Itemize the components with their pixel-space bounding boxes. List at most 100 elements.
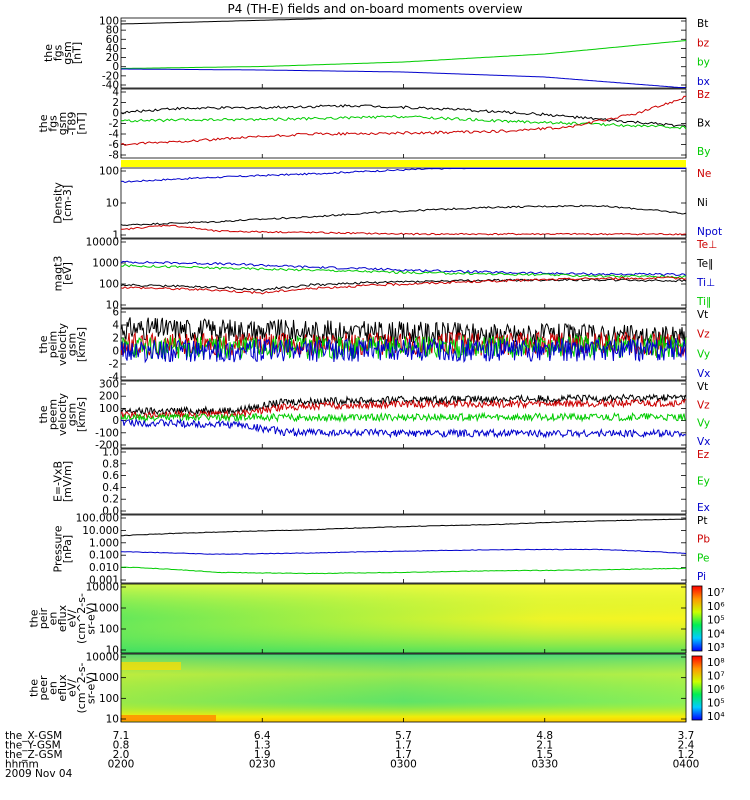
panel-frame [120,448,687,515]
ephemeris-row-name: the_Y-GSM [5,740,61,752]
ephemeris-row-name: the_X-GSM [5,730,62,742]
y-axis-label-line: [cm-3] [61,185,74,221]
y-axis-label-line: the [37,405,50,423]
series-line-Vy [120,411,687,423]
y-axis-label-line: gsm [56,112,69,135]
legend-entry: Vy [697,418,710,430]
ephemeris-value: 1.7 [395,749,412,761]
colorbar-tick-label: 10⁵ [707,698,725,710]
colorbar-tick-label: 10⁴ [707,628,725,640]
ephemeris-value: 4.8 [536,730,553,742]
legend-entry: Pe [697,552,709,564]
ephemeris-row-name: the_Z-GSM [5,749,63,761]
ephemeris-value: 6.4 [254,730,271,742]
y-axis-label-line: peer [37,675,50,701]
legend-entry: bz [697,37,710,49]
y-axis-label-line: Pressure [51,525,64,572]
date-label: 2009 Nov 04 [5,768,73,780]
yellow-status-bar [121,160,686,167]
y-axis-label-line: [nT] [70,42,83,64]
colorbar-tick-label: 10⁶ [707,684,725,696]
y-tick-label: -4 [109,372,120,384]
y-axis-label-line: sr-eV) [85,672,98,704]
colorbar-tick-label: 10⁷ [707,671,725,683]
legend-entry: bx [697,76,710,88]
y-tick-label: 0 [112,108,119,120]
y-tick-label: 40 [106,43,119,55]
ephemeris-value: 1.7 [395,740,412,752]
y-tick-label: 10 [106,198,119,210]
y-tick-label: 0.0 [102,506,119,518]
y-tick-label: 60 [106,34,119,46]
legend-entry: Ey [697,476,710,488]
legend-entry: Pt [697,515,707,527]
y-tick-label: -6 [109,139,120,151]
legend-entry: Vt [697,309,708,321]
legend-entry: Vt [697,381,708,393]
legend-entry: Vx [697,368,710,380]
ephemeris-value: 5.7 [395,730,412,742]
y-axis-label-line: velocity [56,393,69,436]
legend-entry: Pi [697,571,706,583]
ephemeris-value: 7.1 [113,730,130,742]
y-axis-label-line: the [37,335,50,353]
y-tick-label: 100 [99,279,119,291]
spectrogram-energy-shading [121,584,686,653]
y-tick-label: 10000 [86,582,119,594]
series-line-Bt [120,18,686,25]
y-tick-label: 0 [112,61,119,73]
series-line-Ti⊥ [120,260,687,277]
ephemeris-value: 0400 [673,759,700,771]
series-line-Vx [120,418,686,439]
legend-entry: Te‖ [696,258,713,270]
legend-entry: Ne [697,168,711,180]
y-axis-label-line: velocity [56,323,69,366]
y-tick-label: 1000 [92,672,119,684]
colorbar-tick-label: 10⁵ [707,615,725,627]
series-line-Npot [120,167,686,184]
y-axis-label-line: fgs [47,115,60,132]
y-axis-label-line: gsm [66,403,79,426]
series-line-by [121,40,687,69]
y-tick-label: 1.000 [89,537,119,549]
y-axis-label-line: Density [51,182,64,224]
y-axis-label-line: E=-VxB [51,461,64,502]
colorbar-tick-label: 10⁶ [707,601,725,613]
y-axis-label-line: (cm^2-s- [75,663,88,714]
legend-entry: by [697,57,710,69]
y-tick-label: -40 [102,80,119,92]
ephemeris-value: 3.7 [678,730,695,742]
colorbar [691,585,703,652]
colorbar [691,655,703,721]
series-line-Pe [120,566,686,575]
y-tick-label: 100 [99,403,119,415]
spectrogram-band [121,662,181,670]
y-axis-label-line: [eV] [61,262,74,285]
y-tick-label: 10 [106,645,119,657]
y-axis-label-line: [nPa] [61,535,74,563]
y-tick-label: 0.001 [89,575,119,587]
series-line-By [120,115,687,130]
y-axis-label-line: the [28,609,41,627]
legend-entry: Vy [697,348,710,360]
ephemeris-value: 1.5 [536,749,553,761]
y-tick-label: 0.010 [89,562,119,574]
y-axis-label-line: (cm^2-s- [75,593,88,644]
colorbar-tick-label: 10³ [707,642,725,654]
legend-entry: Ti‖ [696,296,711,308]
series-line-Vx [120,337,687,364]
y-tick-label: -2 [109,118,119,130]
ephemeris-value: 0.8 [113,740,130,752]
y-tick-label: -200 [95,440,119,452]
y-tick-label: 0.4 [102,482,119,494]
ephemeris-value: 0230 [249,759,276,771]
ephemeris-value: 2.0 [113,749,130,761]
ephemeris-value: 2.1 [536,740,553,752]
y-axis-label-line: peem [47,399,60,430]
legend-entry: Bx [697,118,710,130]
legend-entry: Ex [697,502,710,514]
panel-e_vxb: 1.00.80.60.40.20.0 E=-VxB[mV/m] Ez Ey Ex [51,447,710,518]
